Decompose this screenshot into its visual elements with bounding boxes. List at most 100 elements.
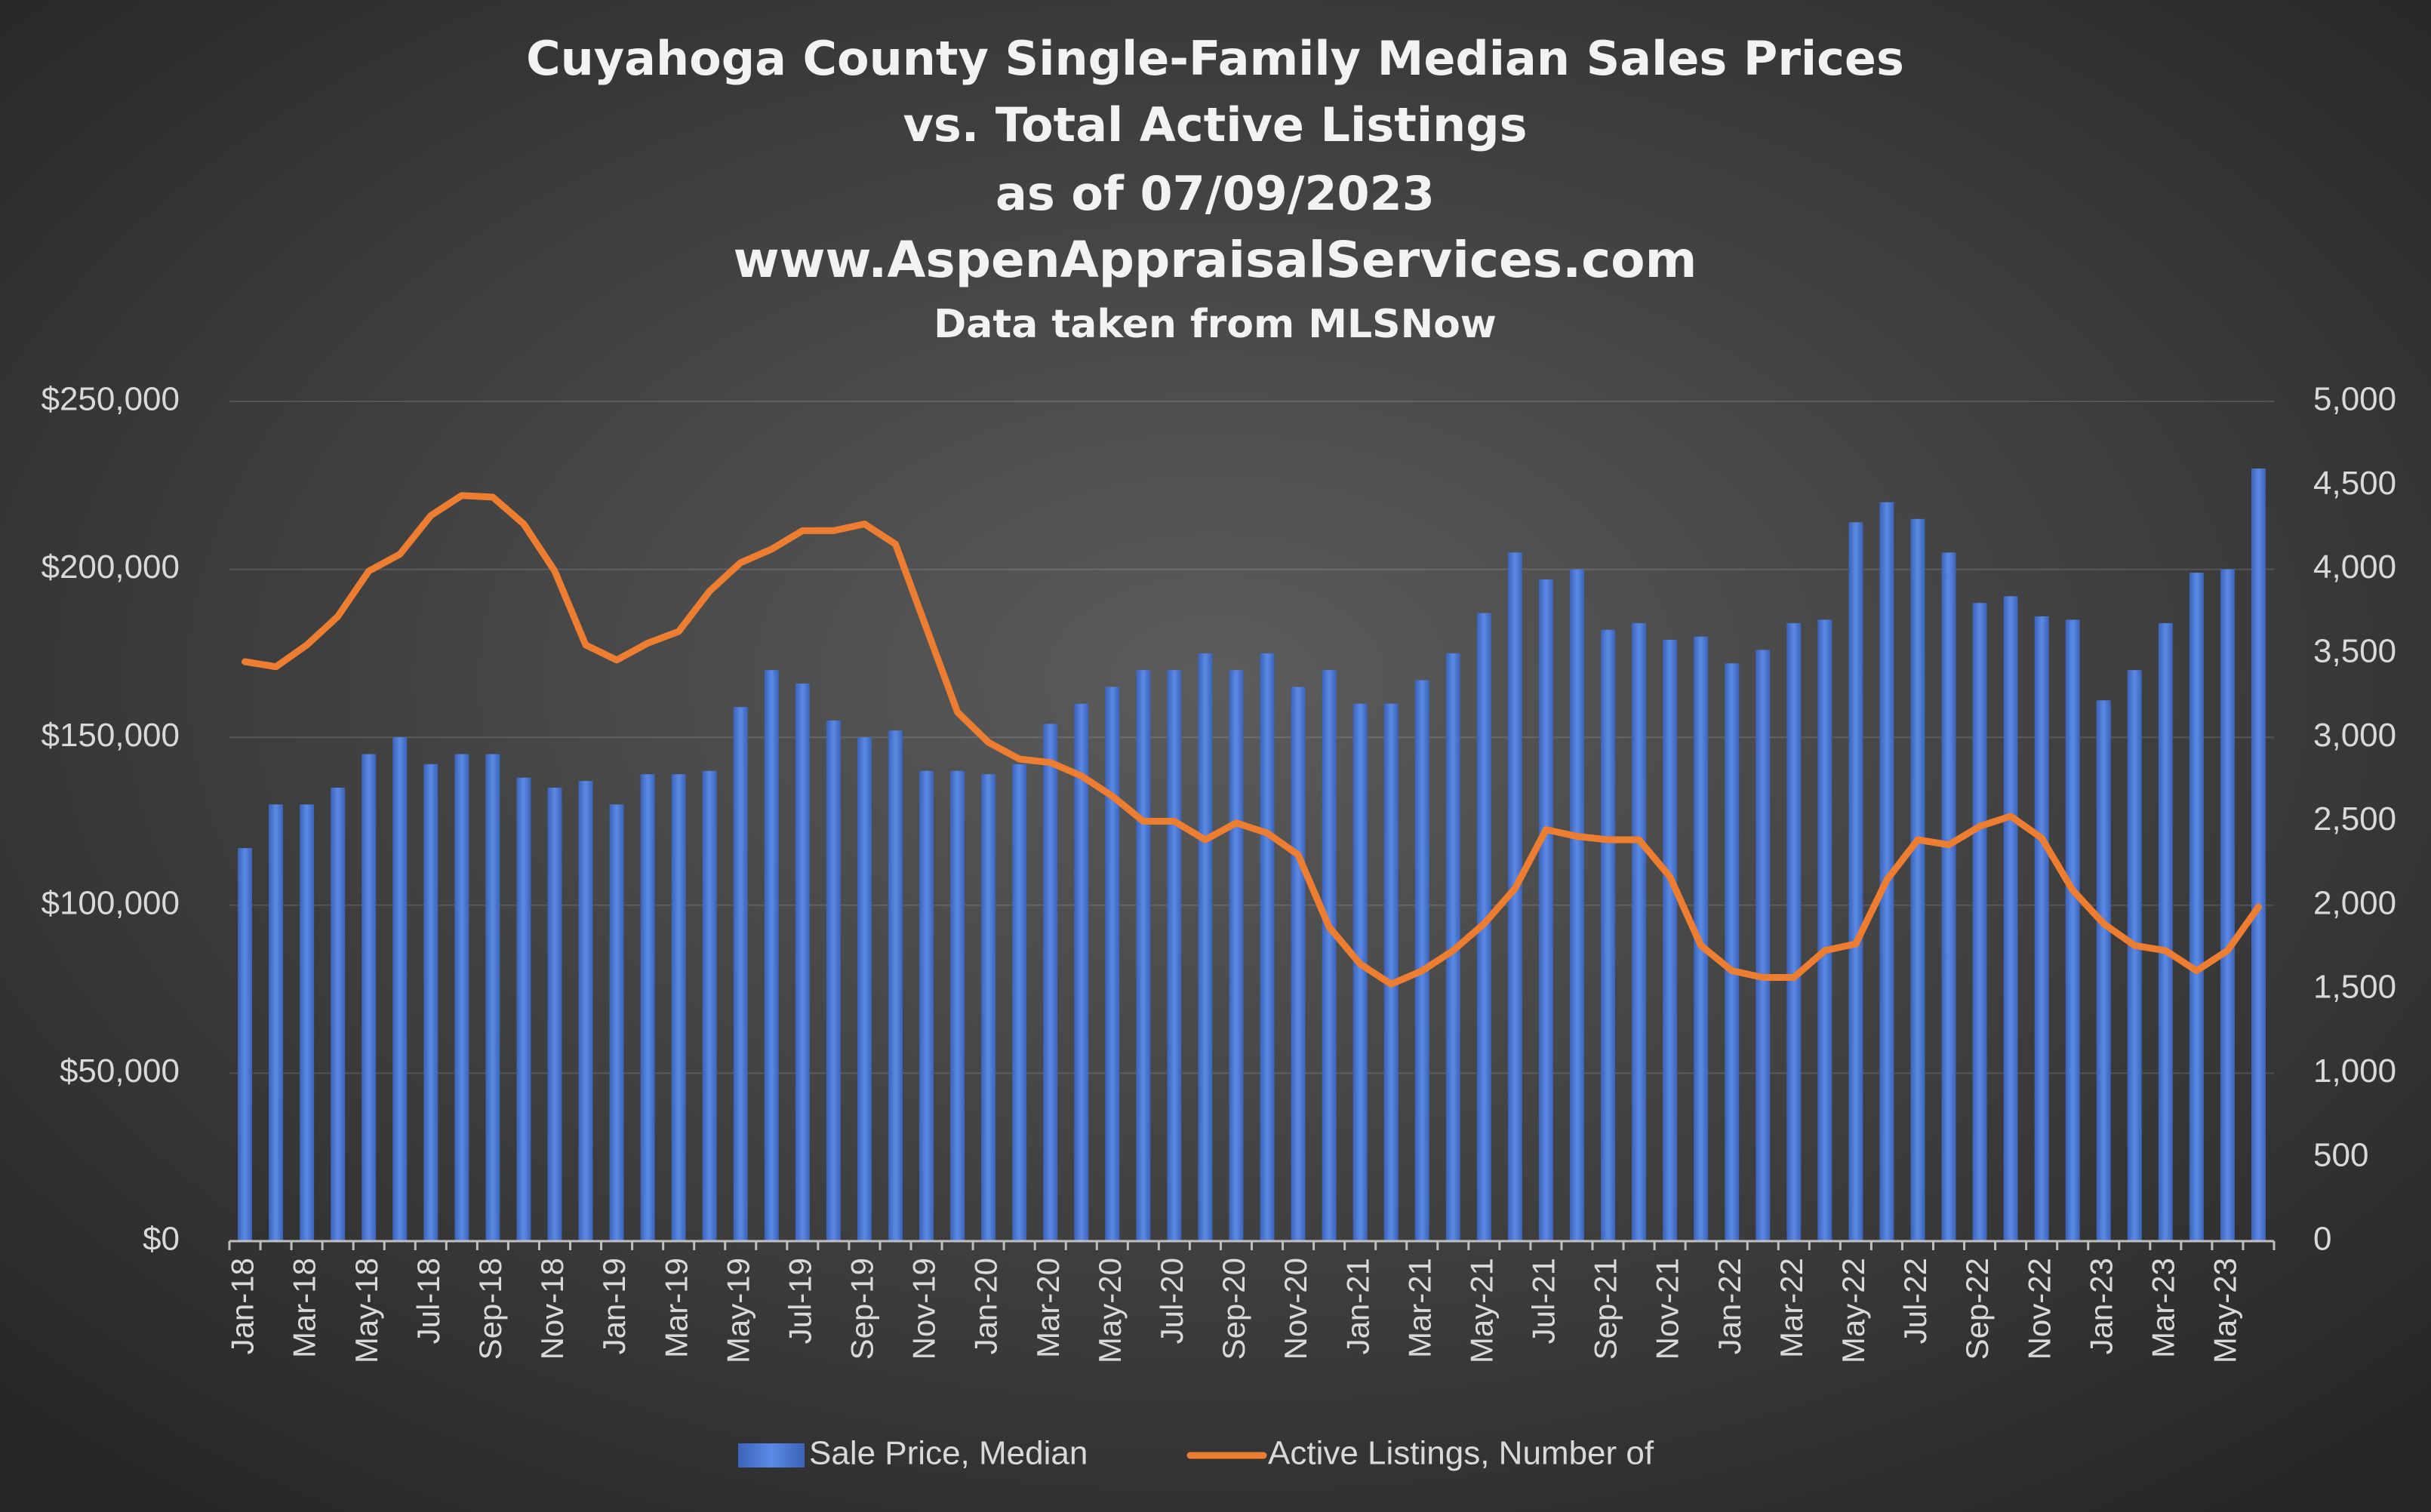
bar xyxy=(1012,764,1027,1241)
legend-label: Sale Price, Median xyxy=(809,1435,1088,1472)
bar xyxy=(1291,687,1306,1241)
x-tick-label: Jul-19 xyxy=(782,1258,817,1344)
bar xyxy=(764,670,779,1241)
y-tick-label: $150,000 xyxy=(41,717,180,754)
y2-tick-label: 1,000 xyxy=(2313,1053,2396,1089)
y2-tick-label: 4,000 xyxy=(2313,549,2396,585)
bar xyxy=(392,737,408,1241)
x-tick-label: Mar-18 xyxy=(287,1258,322,1358)
bar xyxy=(2127,670,2142,1241)
bar xyxy=(516,777,531,1241)
y2-tick-label: 0 xyxy=(2313,1221,2331,1258)
bar xyxy=(1136,670,1151,1241)
x-tick-label: Nov-20 xyxy=(1278,1258,1313,1360)
x-tick-label: Jul-22 xyxy=(1897,1258,1933,1344)
bar xyxy=(981,774,996,1241)
chart-title: Cuyahoga County Single-Family Median Sal… xyxy=(526,31,1904,86)
x-tick-label: Nov-22 xyxy=(2021,1258,2057,1360)
x-tick-label: Sep-22 xyxy=(1959,1258,1995,1360)
bar xyxy=(1507,552,1522,1241)
chart-title: as of 07/09/2023 xyxy=(995,166,1435,221)
bar xyxy=(362,754,377,1241)
bar xyxy=(919,770,934,1241)
x-tick-label: Jul-18 xyxy=(411,1258,446,1344)
x-tick-label: May-19 xyxy=(720,1258,755,1363)
bar xyxy=(269,804,284,1241)
bar xyxy=(2220,569,2235,1241)
bar xyxy=(795,683,810,1241)
x-tick-label: Mar-21 xyxy=(1402,1258,1437,1358)
y-tick-label: $200,000 xyxy=(41,549,180,585)
x-tick-label: May-23 xyxy=(2208,1258,2243,1363)
bar xyxy=(423,764,439,1241)
x-tick-label: May-20 xyxy=(1092,1258,1128,1363)
chart-title: vs. Total Active Listings xyxy=(903,97,1527,152)
bar xyxy=(1941,552,1956,1241)
x-tick-label: Mar-22 xyxy=(1774,1258,1809,1358)
bar xyxy=(2034,616,2049,1241)
bar xyxy=(1725,663,1740,1241)
y2-tick-label: 2,500 xyxy=(2313,801,2396,837)
bar xyxy=(888,730,903,1241)
bar xyxy=(331,787,346,1241)
x-tick-label: Jan-18 xyxy=(225,1258,260,1354)
bar xyxy=(609,804,624,1241)
bar xyxy=(454,754,469,1241)
bar xyxy=(2096,700,2111,1241)
bar xyxy=(1260,653,1275,1241)
x-tick-label: Jan-20 xyxy=(968,1258,1004,1354)
x-tick-label: Nov-18 xyxy=(534,1258,570,1360)
y2-tick-label: 500 xyxy=(2313,1136,2368,1173)
chart-subtitle: Data taken from MLSNow xyxy=(934,302,1497,347)
x-tick-label: Jul-21 xyxy=(1526,1258,1562,1344)
y2-tick-label: 1,500 xyxy=(2313,969,2396,1006)
y2-tick-label: 5,000 xyxy=(2313,381,2396,418)
bar xyxy=(1352,703,1368,1241)
bar xyxy=(1910,518,1925,1241)
x-tick-label: May-18 xyxy=(349,1258,384,1363)
x-tick-label: Jan-21 xyxy=(1340,1258,1375,1354)
bar xyxy=(1569,569,1584,1241)
bar xyxy=(1538,579,1553,1241)
bar xyxy=(1879,502,1894,1241)
bar xyxy=(238,848,253,1241)
bar xyxy=(1198,653,1213,1241)
bar xyxy=(857,737,872,1241)
bar xyxy=(1105,687,1120,1241)
bar xyxy=(640,774,655,1241)
bar xyxy=(2003,596,2018,1241)
bar xyxy=(1632,622,1647,1241)
bar xyxy=(733,707,748,1241)
y2-tick-label: 3,500 xyxy=(2313,633,2396,670)
x-tick-label: Mar-23 xyxy=(2145,1258,2180,1358)
x-tick-label: Sep-20 xyxy=(1216,1258,1251,1360)
bar xyxy=(2251,469,2266,1241)
y-tick-label: $100,000 xyxy=(41,884,180,921)
bar xyxy=(2065,619,2080,1241)
line xyxy=(242,492,2262,988)
bar xyxy=(300,804,315,1241)
bar xyxy=(1786,622,1802,1241)
legend-swatch xyxy=(738,1443,805,1467)
bar xyxy=(578,781,593,1241)
bar xyxy=(1074,703,1089,1241)
bar xyxy=(702,770,717,1241)
y2-tick-label: 2,000 xyxy=(2313,884,2396,921)
bar xyxy=(1848,522,1863,1241)
bar xyxy=(1972,603,1987,1241)
bar xyxy=(671,774,686,1241)
x-tick-label: Jan-22 xyxy=(1712,1258,1747,1354)
x-tick-label: Nov-21 xyxy=(1650,1258,1685,1360)
y2-tick-label: 3,000 xyxy=(2313,717,2396,754)
x-tick-label: Sep-19 xyxy=(845,1258,880,1360)
bar xyxy=(1414,680,1429,1241)
x-tick-label: Jan-19 xyxy=(596,1258,632,1354)
x-tick-label: Jan-23 xyxy=(2083,1258,2119,1354)
legend-label: Active Listings, Number of xyxy=(1268,1435,1654,1472)
chart-title: www.AspenAppraisalServices.com xyxy=(734,231,1697,289)
x-tick-label: May-22 xyxy=(1836,1258,1871,1363)
bar xyxy=(1663,640,1678,1241)
bar xyxy=(1322,670,1337,1241)
bar xyxy=(2189,573,2204,1241)
